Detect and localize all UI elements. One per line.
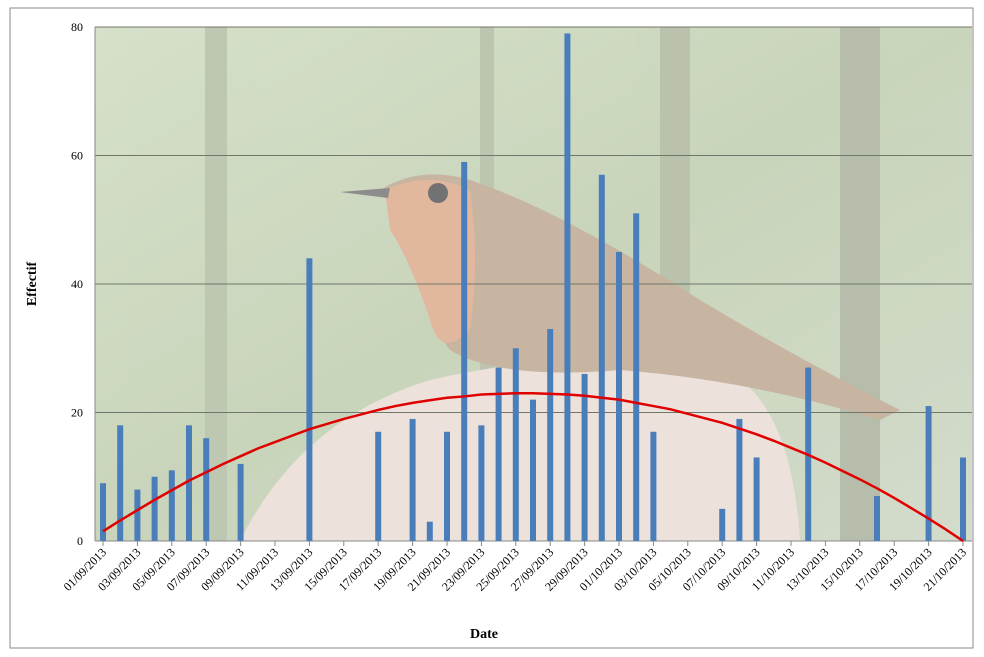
bar (100, 483, 106, 541)
y-tick-label: 60 (71, 149, 83, 163)
bar (375, 431, 382, 541)
bar (203, 438, 210, 541)
bar (237, 463, 244, 541)
trend-line (102, 391, 964, 543)
bar (186, 425, 192, 541)
y-tick-label: 20 (71, 406, 83, 420)
bar (753, 457, 760, 541)
bar (598, 174, 605, 541)
bar (960, 457, 966, 541)
bar (925, 406, 932, 541)
bar (117, 425, 124, 541)
bar (719, 508, 726, 541)
y-tick-label: 80 (71, 20, 83, 34)
bar (461, 161, 468, 542)
bar (736, 418, 743, 541)
y-tick-label: 40 (71, 277, 83, 291)
bar (616, 251, 622, 541)
bar (134, 489, 141, 541)
bar (547, 328, 554, 541)
bar (564, 33, 571, 542)
bar (306, 258, 313, 541)
bar (581, 373, 588, 541)
x-axis-title: Date (470, 627, 498, 642)
bar (512, 348, 519, 541)
bar (444, 431, 450, 541)
bar (409, 418, 416, 541)
bar (168, 470, 175, 541)
bar (650, 431, 657, 541)
y-tick-label: 0 (77, 534, 83, 548)
bar (151, 476, 158, 541)
bar (495, 367, 502, 541)
bar (426, 521, 433, 541)
bar (874, 496, 880, 541)
y-axis-title: Effectif (25, 262, 40, 307)
bar (530, 399, 536, 541)
bar (478, 425, 485, 541)
bar (633, 213, 640, 541)
